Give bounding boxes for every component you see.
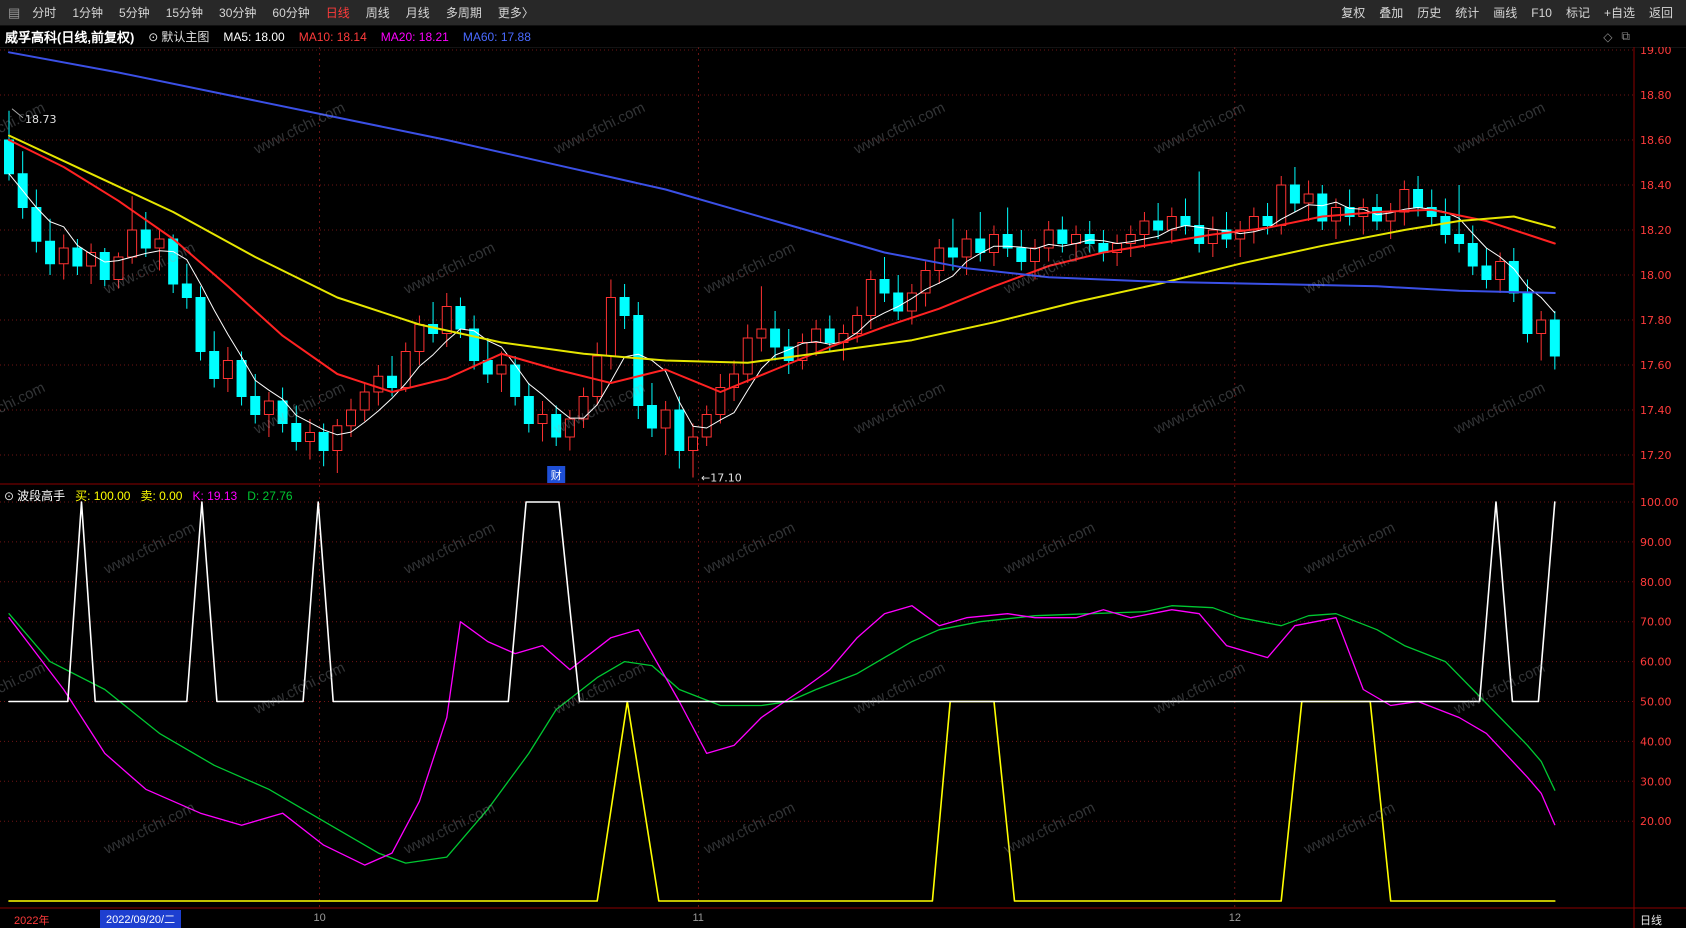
tab-1min[interactable]: 1分钟: [72, 6, 103, 20]
tab-weekly[interactable]: 周线: [365, 6, 390, 20]
indicator-value: D: 27.76: [247, 488, 293, 503]
svg-text:80.00: 80.00: [1640, 576, 1672, 589]
back-button[interactable]: 返回: [1648, 6, 1673, 20]
svg-text:70.00: 70.00: [1640, 616, 1672, 629]
date-label: 2022年: [14, 915, 50, 927]
ma-value: MA5: 18.00: [223, 29, 285, 44]
tab-monthly[interactable]: 月线: [405, 6, 430, 20]
indicator-value: 卖: 0.00: [140, 489, 183, 503]
tab-30min[interactable]: 30分钟: [219, 6, 257, 20]
indicator-toggle-icon[interactable]: ⊙: [4, 488, 15, 503]
ma-values-group: MA5: 18.00 MA10: 18.14 MA20: 18.21 MA60: 17…: [223, 30, 545, 44]
add-watchlist-button[interactable]: +自选: [1603, 6, 1635, 20]
ma-value: MA20: 18.21: [380, 29, 449, 44]
indicator-header: ⊙ 波段高手 买: 100.00 卖: 0.00 K: 19.13 D: 27.76: [4, 487, 303, 504]
period-tabs: 分时 1分钟 5分钟 15分钟 30分钟 60分钟 日线 周线 月线 多周期 更多〉: [24, 4, 542, 21]
tab-5min[interactable]: 5分钟: [119, 6, 150, 20]
svg-text:18.20: 18.20: [1640, 224, 1672, 237]
tab-intraday[interactable]: 分时: [32, 6, 57, 20]
svg-text:←17.10: ←17.10: [701, 472, 742, 485]
svg-text:17.80: 17.80: [1640, 314, 1672, 327]
more-button[interactable]: 更多〉: [497, 6, 534, 20]
tab-daily[interactable]: 日线: [325, 6, 350, 20]
svg-text:20.00: 20.00: [1640, 815, 1672, 828]
svg-text:90.00: 90.00: [1640, 536, 1672, 549]
svg-text:40.00: 40.00: [1640, 735, 1672, 748]
indicator-values-group: 买: 100.00 卖: 0.00 K: 19.13 D: 27.76: [75, 487, 302, 504]
tab-15min[interactable]: 15分钟: [165, 6, 204, 20]
svg-text:60.00: 60.00: [1640, 656, 1672, 669]
svg-text:18.40: 18.40: [1640, 179, 1672, 192]
svg-text:17.60: 17.60: [1640, 359, 1672, 372]
app-menu-icon[interactable]: ▤: [8, 4, 21, 20]
history-button[interactable]: 历史: [1417, 6, 1442, 20]
svg-text:100.00: 100.00: [1640, 496, 1679, 509]
overlay-button[interactable]: 叠加: [1379, 6, 1404, 20]
info-bar: 威孚高科(日线,前复权) ⊙ 默认主图 MA5: 18.00 MA10: 18.1…: [0, 26, 1686, 47]
svg-text:19.00: 19.00: [1640, 44, 1672, 57]
indicator-value: 买: 100.00: [75, 489, 131, 503]
main-indicator-toggle-icon[interactable]: ⊙: [148, 29, 159, 44]
svg-text:18.00: 18.00: [1640, 269, 1672, 282]
mark-button[interactable]: 标记: [1565, 6, 1590, 20]
adjust-button[interactable]: 复权: [1341, 6, 1366, 20]
stats-button[interactable]: 统计: [1455, 6, 1480, 20]
infobar-corner-icons: ◇ ⧉: [1603, 26, 1630, 47]
svg-text:17.40: 17.40: [1640, 404, 1672, 417]
indicator-name: 波段高手: [17, 489, 66, 503]
f10-button[interactable]: F10: [1531, 5, 1552, 20]
svg-text:18.73: 18.73: [25, 113, 57, 126]
svg-text:财: 财: [551, 468, 562, 482]
ma-value: MA10: 18.14: [298, 29, 367, 44]
toolbar-actions: 复权 叠加 历史 统计 画线 F10 标记 +自选 返回: [1334, 4, 1680, 21]
tab-60min[interactable]: 60分钟: [272, 6, 310, 20]
ma-value: MA60: 17.88: [462, 29, 531, 44]
diamond-icon[interactable]: ◇: [1603, 29, 1613, 44]
svg-text:18.80: 18.80: [1640, 89, 1672, 102]
main-indicator-label[interactable]: 默认主图: [161, 30, 210, 44]
svg-text:30.00: 30.00: [1640, 775, 1672, 788]
period-indicator-label: 日线: [1640, 915, 1662, 927]
svg-text:18.60: 18.60: [1640, 134, 1672, 147]
selected-date-label: 2022/09/20/二: [100, 910, 182, 928]
stock-title: 威孚高科(日线,前复权): [5, 30, 135, 45]
window-icon[interactable]: ⧉: [1621, 29, 1630, 43]
date-axis: 日线 2022年 2022/09/20/二 10 11 12: [0, 908, 1686, 928]
date-label: 12: [1228, 912, 1241, 924]
svg-text:50.00: 50.00: [1640, 696, 1672, 709]
draw-button[interactable]: 画线: [1493, 6, 1518, 20]
top-toolbar: ▤ 分时 1分钟 5分钟 15分钟 30分钟 60分钟 日线 周线 月线 多周期 更多〉 复权 叠加历…: [0, 0, 1686, 26]
date-label: 10: [313, 912, 326, 924]
date-label: 11: [692, 912, 704, 924]
svg-text:17.20: 17.20: [1640, 449, 1672, 462]
tab-multi-period[interactable]: 多周期: [445, 6, 482, 20]
indicator-value: K: 19.13: [192, 488, 238, 503]
